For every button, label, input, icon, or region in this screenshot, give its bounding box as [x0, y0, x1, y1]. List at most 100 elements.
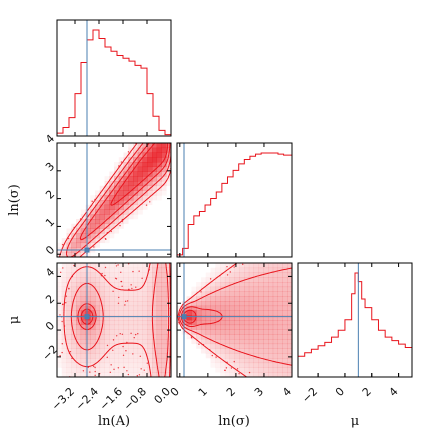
density-cell	[220, 372, 226, 377]
density-cell	[282, 263, 288, 269]
density-cell	[215, 263, 221, 269]
density-cell	[71, 277, 77, 283]
density-cell	[66, 334, 72, 340]
density-cell	[137, 209, 143, 215]
density-cell	[215, 286, 221, 292]
density-cell	[248, 272, 254, 278]
density-cell	[186, 334, 192, 340]
histogram-mu	[297, 272, 413, 377]
density-cell	[215, 282, 221, 288]
density-cell	[210, 272, 216, 278]
density-cell	[248, 305, 254, 311]
density-cell	[99, 291, 105, 297]
density-cell	[239, 367, 245, 373]
density-cell	[114, 301, 120, 307]
sample-point	[115, 335, 118, 337]
density-cell	[142, 324, 148, 330]
density-cell	[118, 367, 124, 373]
density-cell	[71, 252, 77, 257]
density-cell	[147, 324, 153, 330]
density-cell	[114, 166, 120, 172]
density-cell	[156, 372, 162, 377]
density-cell	[123, 339, 129, 345]
density-cell	[191, 287, 196, 292]
density-cell	[282, 296, 288, 302]
density-cell	[137, 305, 143, 311]
density-cell	[268, 310, 274, 316]
density-cell	[114, 358, 120, 364]
density-cell	[128, 214, 134, 220]
density-cell	[109, 272, 115, 278]
density-cell	[118, 348, 124, 354]
density-cell	[156, 190, 162, 196]
density-cell	[61, 272, 67, 278]
density-cell	[234, 267, 240, 273]
density-cell	[248, 329, 254, 335]
density-cell	[272, 362, 278, 368]
density-cell	[166, 181, 171, 187]
density-cell	[258, 263, 264, 269]
density-cell	[161, 143, 167, 149]
density-cell	[95, 195, 101, 201]
density-cell	[128, 200, 134, 206]
contour-level	[66, 143, 171, 257]
density-cell	[133, 329, 139, 335]
density-cell	[99, 367, 105, 373]
density-cell	[118, 171, 124, 177]
axes-frame-1-0	[56, 142, 172, 258]
density-cell	[123, 181, 129, 187]
density-cell	[128, 324, 134, 330]
density-cell	[123, 296, 129, 302]
density-cell	[244, 310, 250, 316]
density-cell	[61, 348, 67, 354]
density-cell	[196, 282, 202, 288]
density-cell	[80, 315, 86, 321]
density-cell	[71, 372, 77, 377]
density-cell	[109, 291, 115, 297]
density-cell	[220, 301, 226, 307]
density-cell	[109, 320, 115, 326]
density-cell	[118, 200, 124, 206]
density-cell	[210, 267, 216, 273]
density-cell	[229, 324, 235, 330]
density-cell	[272, 367, 278, 373]
density-cell	[234, 358, 240, 364]
density-cell	[71, 272, 77, 278]
truth-marker	[84, 314, 90, 320]
sample-point	[132, 353, 134, 355]
density-cell	[196, 301, 202, 307]
density-cell	[258, 367, 264, 373]
density-cell	[215, 368, 220, 373]
density-cell	[76, 348, 82, 354]
density-cell	[147, 277, 153, 283]
density-cell	[66, 339, 72, 345]
density-cell	[128, 185, 134, 191]
density-cell	[234, 329, 240, 335]
density-cell	[161, 282, 167, 288]
density-cell	[277, 315, 283, 321]
density-cell	[210, 301, 216, 307]
density-cell	[61, 343, 67, 349]
density-cell	[95, 324, 101, 330]
density-cell	[229, 339, 235, 345]
density-cell	[287, 348, 292, 354]
density-cell	[220, 305, 226, 311]
density-cell	[248, 367, 254, 373]
density-cell	[248, 334, 254, 340]
density-cell	[200, 305, 207, 311]
density-cell	[191, 301, 197, 307]
density-cell	[263, 372, 269, 377]
density-cell	[123, 190, 129, 196]
density-cell	[142, 181, 148, 187]
density-cell	[161, 267, 167, 273]
density-cell	[137, 310, 143, 316]
density-cell	[234, 362, 240, 368]
density-cell	[282, 372, 288, 377]
density-cell	[272, 310, 278, 316]
density-cell	[99, 301, 105, 307]
density-cell	[161, 162, 167, 168]
density-cell	[210, 305, 216, 311]
density-cell	[224, 305, 231, 311]
density-cell	[80, 367, 86, 373]
density-cell	[229, 286, 235, 292]
